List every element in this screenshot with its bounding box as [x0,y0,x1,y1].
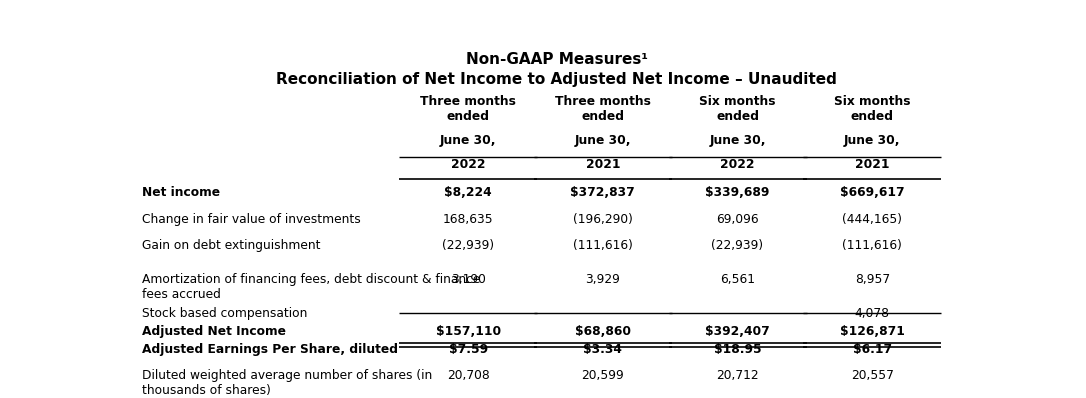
Text: $8,224: $8,224 [444,186,492,199]
Text: 6,561: 6,561 [720,273,755,286]
Text: Adjusted Net Income: Adjusted Net Income [142,325,287,338]
Text: -: - [735,307,740,320]
Text: Diluted weighted average number of shares (in
thousands of shares): Diluted weighted average number of share… [142,369,432,397]
Text: 20,708: 20,708 [446,369,490,382]
Text: 168,635: 168,635 [443,213,493,226]
Text: Amortization of financing fees, debt discount & finance
fees accrued: Amortization of financing fees, debt dis… [142,273,481,301]
Text: 20,599: 20,599 [581,369,624,382]
Text: $7.59: $7.59 [449,343,488,355]
Text: Gain on debt extinguishment: Gain on debt extinguishment [142,239,321,252]
Text: (111,616): (111,616) [573,239,633,252]
Text: 8,957: 8,957 [855,273,889,286]
Text: 69,096: 69,096 [717,213,759,226]
Text: June 30,: June 30, [709,134,766,146]
Text: 20,712: 20,712 [717,369,759,382]
Text: $372,837: $372,837 [570,186,635,199]
Text: Adjusted Earnings Per Share, diluted: Adjusted Earnings Per Share, diluted [142,343,399,355]
Text: Net income: Net income [142,186,220,199]
Text: June 30,: June 30, [574,134,631,146]
Text: (22,939): (22,939) [711,239,763,252]
Text: -: - [466,307,470,320]
Text: $68,860: $68,860 [574,325,631,338]
Text: $669,617: $669,617 [839,186,905,199]
Text: 3,929: 3,929 [585,273,620,286]
Text: 4,078: 4,078 [855,307,889,320]
Text: 2022: 2022 [720,158,755,171]
Text: $392,407: $392,407 [705,325,770,338]
Text: 2022: 2022 [451,158,485,171]
Text: June 30,: June 30, [440,134,496,146]
Text: $339,689: $339,689 [705,186,770,199]
Text: Stock based compensation: Stock based compensation [142,307,307,320]
Text: $18.95: $18.95 [714,343,761,355]
Text: (111,616): (111,616) [843,239,902,252]
Text: Six months
ended: Six months ended [699,95,775,123]
Text: Non-GAAP Measures¹: Non-GAAP Measures¹ [466,53,647,67]
Text: $3.34: $3.34 [583,343,622,355]
Text: Change in fair value of investments: Change in fair value of investments [142,213,362,226]
Text: Three months
ended: Three months ended [555,95,651,123]
Text: 2021: 2021 [855,158,889,171]
Text: Three months
ended: Three months ended [420,95,516,123]
Text: $126,871: $126,871 [839,325,905,338]
Text: Six months
ended: Six months ended [834,95,910,123]
Text: (444,165): (444,165) [843,213,902,226]
Text: (22,939): (22,939) [442,239,494,252]
Text: (196,290): (196,290) [573,213,633,226]
Text: $6.17: $6.17 [853,343,892,355]
Text: -: - [601,307,605,320]
Text: Reconciliation of Net Income to Adjusted Net Income – Unaudited: Reconciliation of Net Income to Adjusted… [276,72,837,87]
Text: June 30,: June 30, [844,134,900,146]
Text: 20,557: 20,557 [850,369,894,382]
Text: $157,110: $157,110 [435,325,501,338]
Text: 2021: 2021 [585,158,620,171]
Text: 3,190: 3,190 [451,273,485,286]
